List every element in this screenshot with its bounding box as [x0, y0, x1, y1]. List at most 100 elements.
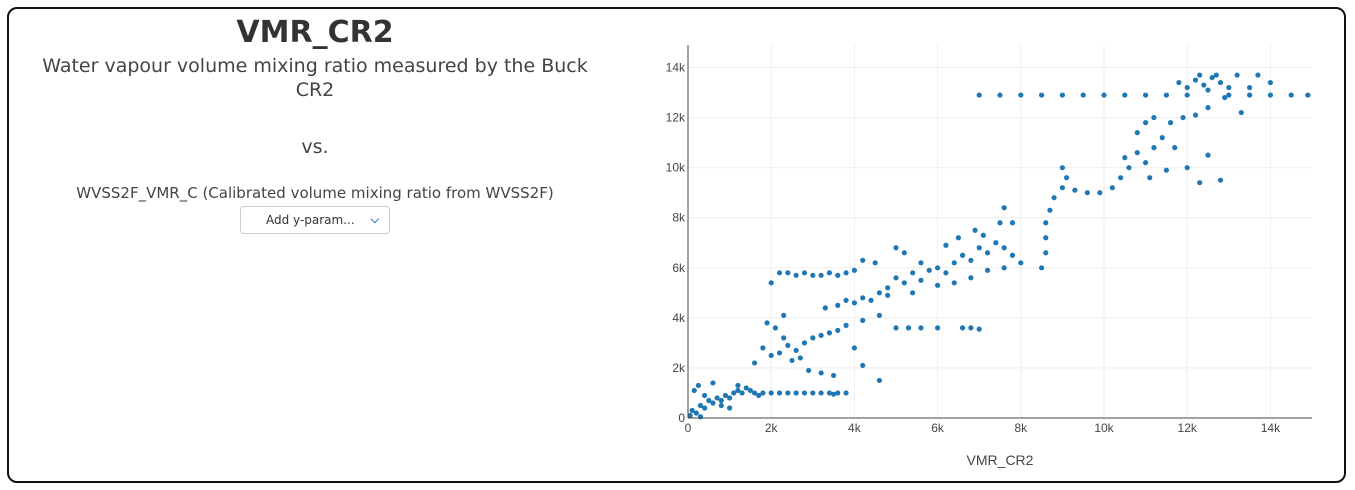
data-point: [1147, 175, 1153, 181]
data-point: [993, 240, 999, 246]
data-point: [760, 345, 766, 351]
data-point: [1184, 84, 1190, 91]
data-point: [710, 400, 716, 406]
data-point: [785, 342, 791, 349]
x-tick-label: 14k: [1261, 421, 1281, 435]
data-point: [868, 297, 874, 303]
data-point: [727, 405, 733, 411]
data-point: [984, 250, 991, 256]
data-point: [835, 302, 841, 308]
data-point: [910, 270, 916, 276]
data-point: [860, 362, 866, 369]
data-point: [972, 227, 978, 233]
data-point: [1288, 92, 1294, 98]
data-point: [1192, 112, 1199, 118]
data-point: [810, 335, 816, 341]
data-point: [876, 312, 882, 318]
x-tick-label: 4k: [848, 421, 862, 435]
data-point: [1009, 220, 1016, 226]
data-point: [1043, 220, 1049, 226]
x-axis-label: VMR_CR2: [967, 452, 1034, 468]
data-point: [702, 405, 708, 411]
data-point: [860, 257, 866, 263]
y-tick-label: 2k: [672, 361, 686, 375]
data-point: [1213, 72, 1219, 78]
data-point: [826, 390, 833, 396]
data-point: [772, 325, 778, 331]
data-point: [706, 397, 712, 404]
data-point: [872, 260, 878, 266]
data-point: [693, 410, 699, 416]
data-point: [1134, 150, 1140, 156]
data-point: [1001, 265, 1007, 271]
data-point: [893, 275, 899, 281]
page-title: VMR_CR2: [236, 15, 394, 50]
data-point: [727, 395, 733, 401]
data-point: [714, 395, 720, 401]
data-point: [1205, 152, 1211, 158]
data-point: [835, 272, 841, 278]
data-point: [893, 245, 899, 251]
data-point: [776, 390, 783, 396]
data-point: [1059, 185, 1065, 191]
data-point: [1184, 165, 1190, 171]
data-point: [984, 267, 991, 273]
data-point: [718, 402, 724, 409]
data-point: [1267, 92, 1273, 98]
data-point: [918, 260, 924, 266]
y-tick-label: 8k: [672, 211, 686, 225]
y-tick-label: 6k: [672, 261, 686, 275]
data-point: [691, 387, 697, 394]
data-point: [1009, 252, 1016, 258]
data-point: [905, 325, 912, 331]
data-point: [1247, 84, 1253, 91]
vs-label: vs.: [301, 136, 329, 158]
data-point: [860, 317, 866, 323]
data-point: [1226, 92, 1232, 98]
data-point: [810, 272, 816, 278]
chevron-down-icon: ⌵: [370, 213, 379, 226]
data-point: [1197, 72, 1203, 78]
data-point: [1134, 130, 1140, 136]
data-point: [1234, 72, 1240, 78]
data-point: [976, 326, 982, 332]
data-point: [1151, 114, 1157, 121]
data-point: [1172, 145, 1178, 151]
data-point: [756, 392, 762, 399]
data-point: [901, 280, 907, 286]
data-point: [743, 385, 749, 391]
data-point: [1180, 114, 1186, 121]
data-point: [918, 277, 924, 283]
data-point: [1043, 250, 1049, 256]
data-point: [806, 367, 812, 374]
data-point: [1097, 190, 1103, 196]
data-point: [1126, 165, 1132, 171]
dropdown-placeholder: Add y-param...: [266, 213, 355, 227]
data-point: [702, 392, 708, 399]
data-point: [926, 267, 932, 273]
data-point: [910, 290, 916, 296]
data-point: [980, 232, 986, 238]
data-point: [876, 377, 882, 384]
data-point: [885, 285, 891, 291]
data-point: [826, 330, 833, 336]
data-point: [1072, 187, 1078, 193]
data-point: [689, 407, 695, 414]
x-tick-label: 6k: [931, 421, 945, 435]
data-point: [695, 382, 702, 389]
y-tick-label: 14k: [666, 61, 686, 75]
data-point: [764, 320, 770, 326]
data-point: [785, 270, 791, 276]
data-point: [793, 390, 799, 396]
add-y-param-dropdown[interactable]: Add y-param... ⌵: [240, 206, 390, 234]
data-point: [781, 335, 787, 341]
data-point: [1039, 92, 1045, 98]
data-point: [843, 390, 849, 396]
data-point: [822, 305, 828, 311]
data-point: [1176, 79, 1182, 86]
data-point: [997, 92, 1003, 98]
data-point: [776, 270, 783, 276]
data-point: [935, 325, 941, 331]
panel-frame: [7, 7, 1346, 483]
